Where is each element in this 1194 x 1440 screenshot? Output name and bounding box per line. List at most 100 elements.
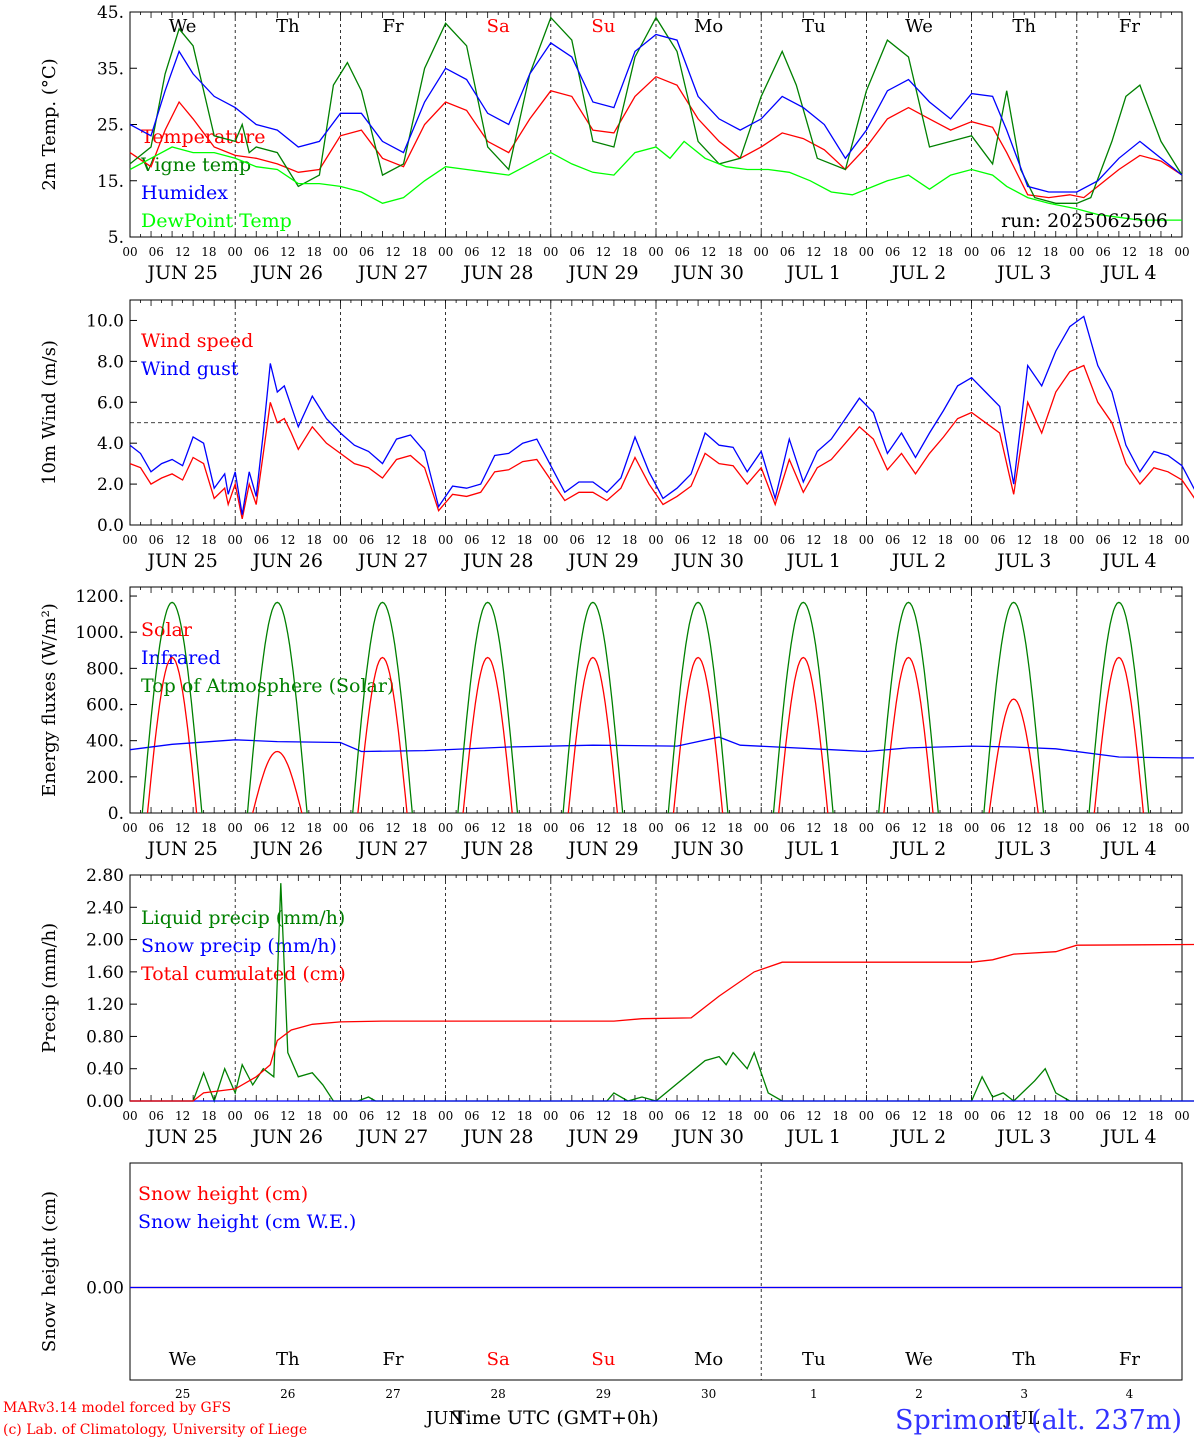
hour-tick-label: 12 bbox=[806, 245, 821, 259]
day-number-label: 2 bbox=[915, 1387, 923, 1401]
hour-tick-label: 18 bbox=[517, 1109, 532, 1123]
hour-tick-label: 06 bbox=[990, 821, 1005, 835]
hour-tick-label: 00 bbox=[228, 821, 243, 835]
hour-tick-label: 00 bbox=[648, 245, 663, 259]
series-line bbox=[130, 883, 1194, 1103]
date-label: JUN 28 bbox=[461, 838, 533, 860]
date-label: JUN 25 bbox=[145, 838, 217, 860]
series-line bbox=[1093, 656, 1145, 814]
hour-tick-label: 06 bbox=[254, 1109, 269, 1123]
weekday-label: Mo bbox=[694, 1349, 723, 1370]
date-label: JUN 27 bbox=[356, 262, 428, 284]
series-line bbox=[562, 601, 624, 814]
hour-tick-label: 06 bbox=[359, 245, 374, 259]
hour-tick-label: 00 bbox=[859, 821, 874, 835]
date-label: JUN 28 bbox=[461, 1126, 533, 1148]
panel-frame bbox=[129, 299, 1183, 526]
hour-tick-label: 18 bbox=[412, 245, 427, 259]
station-name: Sprimont (alt. 237m) bbox=[895, 1405, 1182, 1436]
legend-entry: Snow height (cm W.E.) bbox=[138, 1211, 356, 1233]
x-axis-title: Time UTC (GMT+0h) bbox=[453, 1407, 659, 1429]
y-tick-label: 1.60 bbox=[86, 963, 124, 983]
weekday-label: Tu bbox=[802, 1349, 826, 1370]
date-label: JUN 30 bbox=[671, 550, 743, 572]
date-label: JUL 4 bbox=[1100, 262, 1156, 284]
date-label: JUN 26 bbox=[251, 1126, 323, 1148]
hour-tick-label: 12 bbox=[596, 1109, 611, 1123]
date-label: JUN 29 bbox=[566, 550, 638, 572]
hour-tick-label: 12 bbox=[911, 1109, 926, 1123]
y-tick-label: 0.00 bbox=[86, 1279, 124, 1299]
hour-tick-label: 00 bbox=[1069, 821, 1084, 835]
date-label: JUL 1 bbox=[785, 1126, 841, 1148]
series-line bbox=[667, 601, 729, 814]
hour-tick-label: 12 bbox=[701, 245, 716, 259]
hour-tick-label: 12 bbox=[280, 533, 295, 547]
day-number-label: 27 bbox=[385, 1387, 400, 1401]
hour-tick-label: 06 bbox=[675, 821, 690, 835]
hour-tick-label: 12 bbox=[280, 1109, 295, 1123]
weekday-label: Su bbox=[591, 16, 615, 37]
hour-tick-label: 00 bbox=[543, 533, 558, 547]
panel-1: 00 06 12 18 00 06 12 18 00 06 12 18 00 06 12 18 00 06 12 18… bbox=[39, 3, 1190, 284]
hour-tick-label: 12 bbox=[806, 1109, 821, 1123]
hour-tick-label: 06 bbox=[675, 1109, 690, 1123]
hour-tick-label: 00 bbox=[964, 533, 979, 547]
date-label: JUL 1 bbox=[785, 550, 841, 572]
date-label: JUN 28 bbox=[461, 550, 533, 572]
date-label: JUN 29 bbox=[566, 262, 638, 284]
hour-tick-label: 06 bbox=[885, 1109, 900, 1123]
hour-tick-label: 00 bbox=[964, 1109, 979, 1123]
date-label: JUL 1 bbox=[785, 838, 841, 860]
y-tick-label: 2.80 bbox=[86, 866, 124, 886]
series-line bbox=[983, 601, 1045, 814]
run-label: run: 2025062506 bbox=[1001, 210, 1168, 232]
series-line bbox=[352, 601, 413, 814]
hour-tick-label: 00 bbox=[754, 821, 769, 835]
hour-tick-label: 18 bbox=[1148, 533, 1163, 547]
hour-tick-label: 06 bbox=[149, 821, 164, 835]
y-axis-label: 2m Temp. (°C) bbox=[39, 58, 60, 190]
hour-tick-label: 06 bbox=[885, 245, 900, 259]
date-label: JUN 30 bbox=[671, 838, 743, 860]
hour-tick-label: 06 bbox=[464, 245, 479, 259]
hour-tick-label: 18 bbox=[412, 1109, 427, 1123]
hour-tick-label: 18 bbox=[517, 533, 532, 547]
hour-tick-label: 00 bbox=[228, 533, 243, 547]
weekday-label: Tu bbox=[802, 16, 826, 37]
legend-entry: Infrared bbox=[141, 647, 221, 669]
footer-month-jul: JUL bbox=[1003, 1408, 1039, 1429]
hour-tick-label: 00 bbox=[754, 533, 769, 547]
hour-tick-label: 18 bbox=[832, 245, 847, 259]
series-line bbox=[1088, 601, 1150, 814]
series-line bbox=[462, 656, 513, 814]
footer-model-credit: MARv3.14 model forced by GFS bbox=[3, 1400, 231, 1416]
hour-tick-label: 00 bbox=[438, 1109, 453, 1123]
y-tick-label: 0.00 bbox=[86, 1092, 124, 1112]
date-label: JUN 28 bbox=[461, 262, 533, 284]
footer-lab-credit: (c) Lab. of Climatology, University of L… bbox=[3, 1422, 307, 1438]
hour-tick-label: 12 bbox=[280, 821, 295, 835]
hour-tick-label: 18 bbox=[1148, 245, 1163, 259]
hour-tick-label: 06 bbox=[464, 533, 479, 547]
panel-4: 00 06 12 18 00 06 12 18 00 06 12 18 00 06 12 18 00 06 12 18… bbox=[39, 866, 1190, 1148]
day-number-label: 26 bbox=[280, 1387, 295, 1401]
date-label: JUN 27 bbox=[356, 838, 428, 860]
date-label: JUN 30 bbox=[671, 1126, 743, 1148]
hour-tick-label: 06 bbox=[464, 1109, 479, 1123]
y-tick-label: 1000. bbox=[75, 623, 124, 643]
day-number-label: 1 bbox=[810, 1387, 818, 1401]
y-tick-label: 800. bbox=[86, 659, 124, 679]
date-label: JUN 27 bbox=[356, 1126, 428, 1148]
hour-tick-label: 00 bbox=[543, 821, 558, 835]
hour-tick-label: 12 bbox=[385, 821, 400, 835]
hour-tick-label: 18 bbox=[201, 533, 216, 547]
hour-tick-label: 06 bbox=[990, 245, 1005, 259]
hour-tick-label: 06 bbox=[254, 245, 269, 259]
hour-tick-label: 12 bbox=[175, 533, 190, 547]
hour-tick-label: 18 bbox=[306, 245, 321, 259]
hour-tick-label: 06 bbox=[990, 1109, 1005, 1123]
hour-tick-label: 00 bbox=[543, 1109, 558, 1123]
hour-tick-label: 00 bbox=[333, 533, 348, 547]
weekday-label: Th bbox=[276, 16, 300, 37]
